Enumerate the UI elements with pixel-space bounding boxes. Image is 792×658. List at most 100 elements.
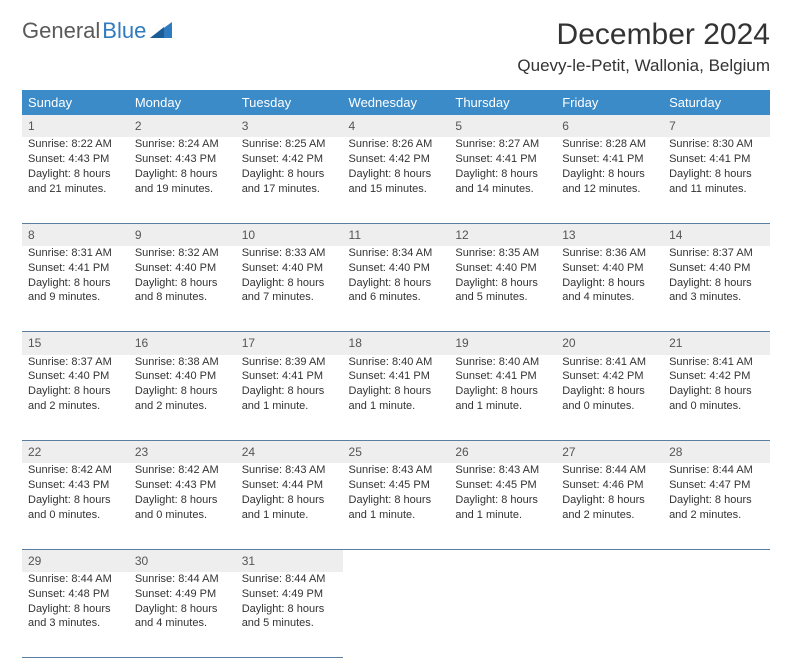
sunset-text: Sunset: 4:41 PM <box>28 261 123 276</box>
sunset-text: Sunset: 4:49 PM <box>242 587 337 602</box>
sunset-text: Sunset: 4:46 PM <box>562 478 657 493</box>
sunset-text: Sunset: 4:42 PM <box>349 152 444 167</box>
sunset-text: Sunset: 4:47 PM <box>669 478 764 493</box>
day-number-cell: 28 <box>663 441 770 464</box>
daylight-text: Daylight: 8 hours and 1 minute. <box>242 493 337 523</box>
day-cell: Sunrise: 8:28 AMSunset: 4:41 PMDaylight:… <box>556 137 663 223</box>
sunrise-text: Sunrise: 8:44 AM <box>242 572 337 587</box>
day-cell: Sunrise: 8:43 AMSunset: 4:45 PMDaylight:… <box>449 463 556 549</box>
sunset-text: Sunset: 4:40 PM <box>562 261 657 276</box>
day-cell: Sunrise: 8:32 AMSunset: 4:40 PMDaylight:… <box>129 246 236 332</box>
day-cell: Sunrise: 8:41 AMSunset: 4:42 PMDaylight:… <box>663 355 770 441</box>
sunrise-text: Sunrise: 8:34 AM <box>349 246 444 261</box>
daylight-text: Daylight: 8 hours and 5 minutes. <box>455 276 550 306</box>
daylight-text: Daylight: 8 hours and 17 minutes. <box>242 167 337 197</box>
day-content-row: Sunrise: 8:42 AMSunset: 4:43 PMDaylight:… <box>22 463 770 549</box>
daynum-row: 293031 <box>22 549 770 572</box>
title-block: December 2024 Quevy-le-Petit, Wallonia, … <box>517 18 770 76</box>
day-number-cell: 25 <box>343 441 450 464</box>
daylight-text: Daylight: 8 hours and 2 minutes. <box>669 493 764 523</box>
day-content-row: Sunrise: 8:22 AMSunset: 4:43 PMDaylight:… <box>22 137 770 223</box>
day-number-cell: 26 <box>449 441 556 464</box>
weekday-header: Tuesday <box>236 90 343 115</box>
day-number-cell: 13 <box>556 223 663 246</box>
sunrise-text: Sunrise: 8:24 AM <box>135 137 230 152</box>
sunset-text: Sunset: 4:42 PM <box>242 152 337 167</box>
day-cell: Sunrise: 8:36 AMSunset: 4:40 PMDaylight:… <box>556 246 663 332</box>
day-number-cell: 10 <box>236 223 343 246</box>
sunrise-text: Sunrise: 8:37 AM <box>28 355 123 370</box>
day-number-cell: 17 <box>236 332 343 355</box>
sunset-text: Sunset: 4:40 PM <box>135 369 230 384</box>
logo-word2: Blue <box>102 18 146 44</box>
day-number-cell: 16 <box>129 332 236 355</box>
daylight-text: Daylight: 8 hours and 0 minutes. <box>669 384 764 414</box>
calendar-table: SundayMondayTuesdayWednesdayThursdayFrid… <box>22 90 770 658</box>
weekday-header: Wednesday <box>343 90 450 115</box>
daylight-text: Daylight: 8 hours and 8 minutes. <box>135 276 230 306</box>
sunrise-text: Sunrise: 8:36 AM <box>562 246 657 261</box>
sunset-text: Sunset: 4:40 PM <box>242 261 337 276</box>
daylight-text: Daylight: 8 hours and 7 minutes. <box>242 276 337 306</box>
day-number-cell: 3 <box>236 115 343 137</box>
sunrise-text: Sunrise: 8:30 AM <box>669 137 764 152</box>
day-cell: Sunrise: 8:43 AMSunset: 4:44 PMDaylight:… <box>236 463 343 549</box>
day-number-cell: 15 <box>22 332 129 355</box>
sunrise-text: Sunrise: 8:44 AM <box>135 572 230 587</box>
sunset-text: Sunset: 4:43 PM <box>28 478 123 493</box>
day-number-cell: 9 <box>129 223 236 246</box>
sunset-text: Sunset: 4:42 PM <box>562 369 657 384</box>
daylight-text: Daylight: 8 hours and 1 minute. <box>242 384 337 414</box>
day-cell: Sunrise: 8:33 AMSunset: 4:40 PMDaylight:… <box>236 246 343 332</box>
daylight-text: Daylight: 8 hours and 1 minute. <box>349 493 444 523</box>
day-cell <box>556 572 663 658</box>
day-number-cell: 12 <box>449 223 556 246</box>
day-number-cell: 5 <box>449 115 556 137</box>
daylight-text: Daylight: 8 hours and 14 minutes. <box>455 167 550 197</box>
day-cell: Sunrise: 8:43 AMSunset: 4:45 PMDaylight:… <box>343 463 450 549</box>
day-number-cell: 23 <box>129 441 236 464</box>
weekday-header: Thursday <box>449 90 556 115</box>
calendar-body: 1234567Sunrise: 8:22 AMSunset: 4:43 PMDa… <box>22 115 770 658</box>
daylight-text: Daylight: 8 hours and 1 minute. <box>455 384 550 414</box>
sunrise-text: Sunrise: 8:44 AM <box>28 572 123 587</box>
daynum-row: 891011121314 <box>22 223 770 246</box>
day-cell <box>343 572 450 658</box>
day-number-cell <box>343 549 450 572</box>
month-title: December 2024 <box>517 18 770 52</box>
daylight-text: Daylight: 8 hours and 0 minutes. <box>28 493 123 523</box>
day-cell: Sunrise: 8:25 AMSunset: 4:42 PMDaylight:… <box>236 137 343 223</box>
day-cell: Sunrise: 8:38 AMSunset: 4:40 PMDaylight:… <box>129 355 236 441</box>
day-number-cell: 18 <box>343 332 450 355</box>
weekday-header-row: SundayMondayTuesdayWednesdayThursdayFrid… <box>22 90 770 115</box>
day-number-cell: 8 <box>22 223 129 246</box>
daylight-text: Daylight: 8 hours and 4 minutes. <box>562 276 657 306</box>
sunset-text: Sunset: 4:40 PM <box>349 261 444 276</box>
location: Quevy-le-Petit, Wallonia, Belgium <box>517 56 770 76</box>
day-cell: Sunrise: 8:40 AMSunset: 4:41 PMDaylight:… <box>343 355 450 441</box>
sunset-text: Sunset: 4:45 PM <box>349 478 444 493</box>
day-cell: Sunrise: 8:27 AMSunset: 4:41 PMDaylight:… <box>449 137 556 223</box>
daylight-text: Daylight: 8 hours and 5 minutes. <box>242 602 337 632</box>
sunset-text: Sunset: 4:43 PM <box>28 152 123 167</box>
day-number-cell <box>449 549 556 572</box>
sunset-text: Sunset: 4:41 PM <box>349 369 444 384</box>
weekday-header: Sunday <box>22 90 129 115</box>
day-cell: Sunrise: 8:42 AMSunset: 4:43 PMDaylight:… <box>129 463 236 549</box>
weekday-header: Friday <box>556 90 663 115</box>
day-number-cell <box>663 549 770 572</box>
sunrise-text: Sunrise: 8:42 AM <box>28 463 123 478</box>
daynum-row: 1234567 <box>22 115 770 137</box>
sunset-text: Sunset: 4:41 PM <box>242 369 337 384</box>
day-cell: Sunrise: 8:44 AMSunset: 4:46 PMDaylight:… <box>556 463 663 549</box>
day-content-row: Sunrise: 8:37 AM Sunset: 4:40 PM Daylight:… <box>22 355 770 441</box>
sunrise-text: Sunrise: 8:32 AM <box>135 246 230 261</box>
sunrise-text: Sunrise: 8:25 AM <box>242 137 337 152</box>
day-cell <box>449 572 556 658</box>
day-number-cell: 31 <box>236 549 343 572</box>
sunrise-text: Sunrise: 8:41 AM <box>562 355 657 370</box>
daylight-text: Daylight: 8 hours and 12 minutes. <box>562 167 657 197</box>
day-cell: Sunrise: 8:42 AMSunset: 4:43 PMDaylight:… <box>22 463 129 549</box>
sunrise-text: Sunrise: 8:43 AM <box>455 463 550 478</box>
sunrise-text: Sunrise: 8:41 AM <box>669 355 764 370</box>
